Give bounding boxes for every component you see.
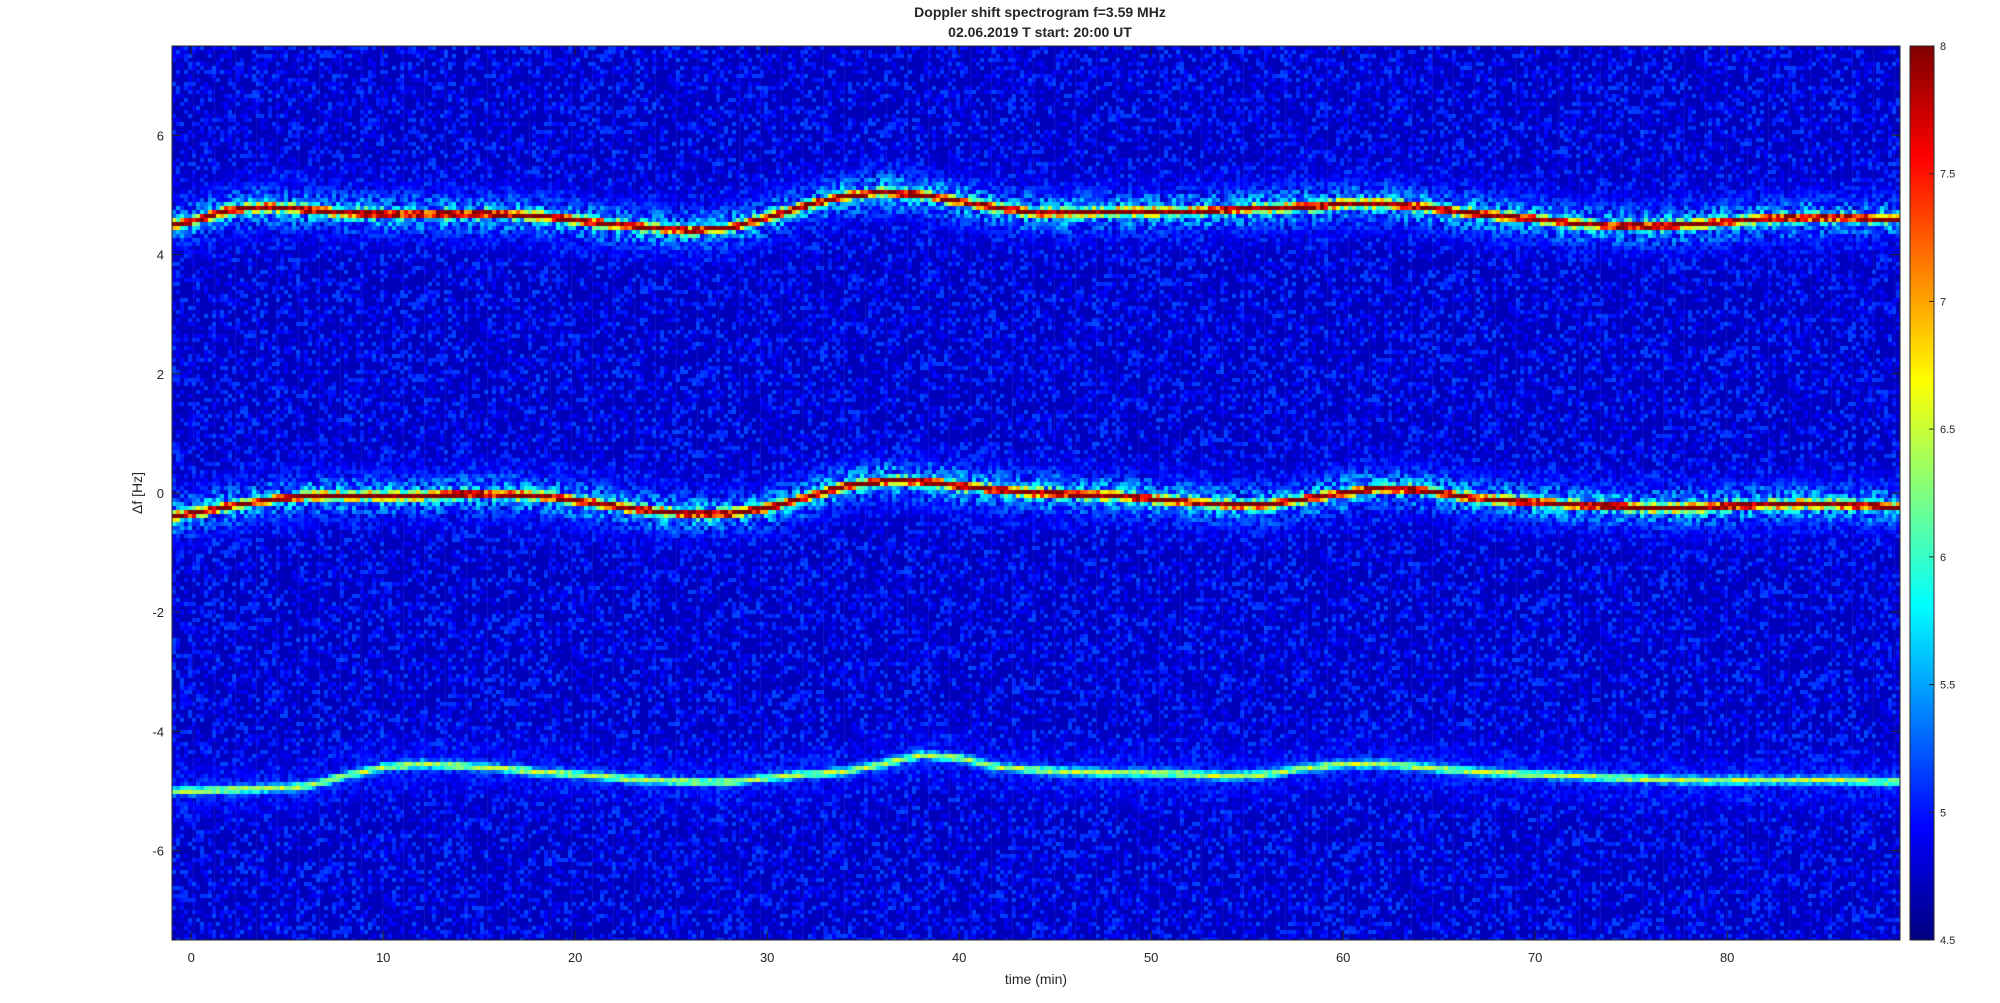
x-tick-label: 0 bbox=[188, 950, 195, 965]
x-tick-label: 10 bbox=[376, 950, 390, 965]
x-axis-label: time (min) bbox=[1005, 971, 1067, 987]
colorbar-tick-label: 6 bbox=[1940, 552, 1946, 564]
y-tick-label: -2 bbox=[152, 605, 164, 620]
chart-title: Doppler shift spectrogram f=3.59 MHz bbox=[914, 4, 1166, 20]
y-tick-label: 0 bbox=[157, 486, 164, 501]
colorbar-tick-label: 5.5 bbox=[1940, 680, 1955, 692]
colorbar-gradient bbox=[1909, 45, 1935, 941]
x-axis: 0 10 20 30 40 50 60 70 80 bbox=[188, 46, 1734, 965]
x-tick-label: 20 bbox=[568, 950, 582, 965]
heatmap-image bbox=[172, 46, 1900, 940]
colorbar-tick-label: 8 bbox=[1940, 41, 1946, 53]
y-tick-label: 2 bbox=[157, 367, 164, 382]
x-tick-label: 30 bbox=[760, 950, 774, 965]
y-tick-label: 4 bbox=[157, 248, 164, 263]
colorbar: 4.5 5 5.5 6 6.5 7 7.5 8 bbox=[1909, 41, 1955, 947]
y-tick-label: 6 bbox=[157, 128, 164, 143]
x-tick-label: 70 bbox=[1528, 950, 1542, 965]
plot-area bbox=[171, 45, 1901, 941]
y-tick-label: -6 bbox=[152, 844, 164, 859]
x-tick-label: 50 bbox=[1144, 950, 1158, 965]
x-tick-label: 40 bbox=[952, 950, 966, 965]
chart-subtitle: 02.06.2019 T start: 20:00 UT bbox=[948, 24, 1132, 40]
heatmap-container bbox=[172, 46, 1900, 940]
x-tick-label: 60 bbox=[1336, 950, 1350, 965]
y-axis: -6 -4 -2 0 2 4 6 bbox=[152, 128, 1900, 859]
colorbar-tick-label: 6.5 bbox=[1940, 424, 1955, 436]
y-tick-label: -4 bbox=[152, 724, 164, 739]
colorbar-tick-label: 7.5 bbox=[1940, 169, 1955, 181]
y-axis-label: Δf [Hz] bbox=[129, 472, 145, 514]
colorbar-tick-label: 4.5 bbox=[1940, 935, 1955, 947]
colorbar-tick-label: 5 bbox=[1940, 807, 1946, 819]
colorbar-ticks: 4.5 5 5.5 6 6.5 7 7.5 8 bbox=[1929, 41, 1955, 947]
x-tick-label: 80 bbox=[1720, 950, 1734, 965]
colorbar-tick-label: 7 bbox=[1940, 296, 1946, 308]
